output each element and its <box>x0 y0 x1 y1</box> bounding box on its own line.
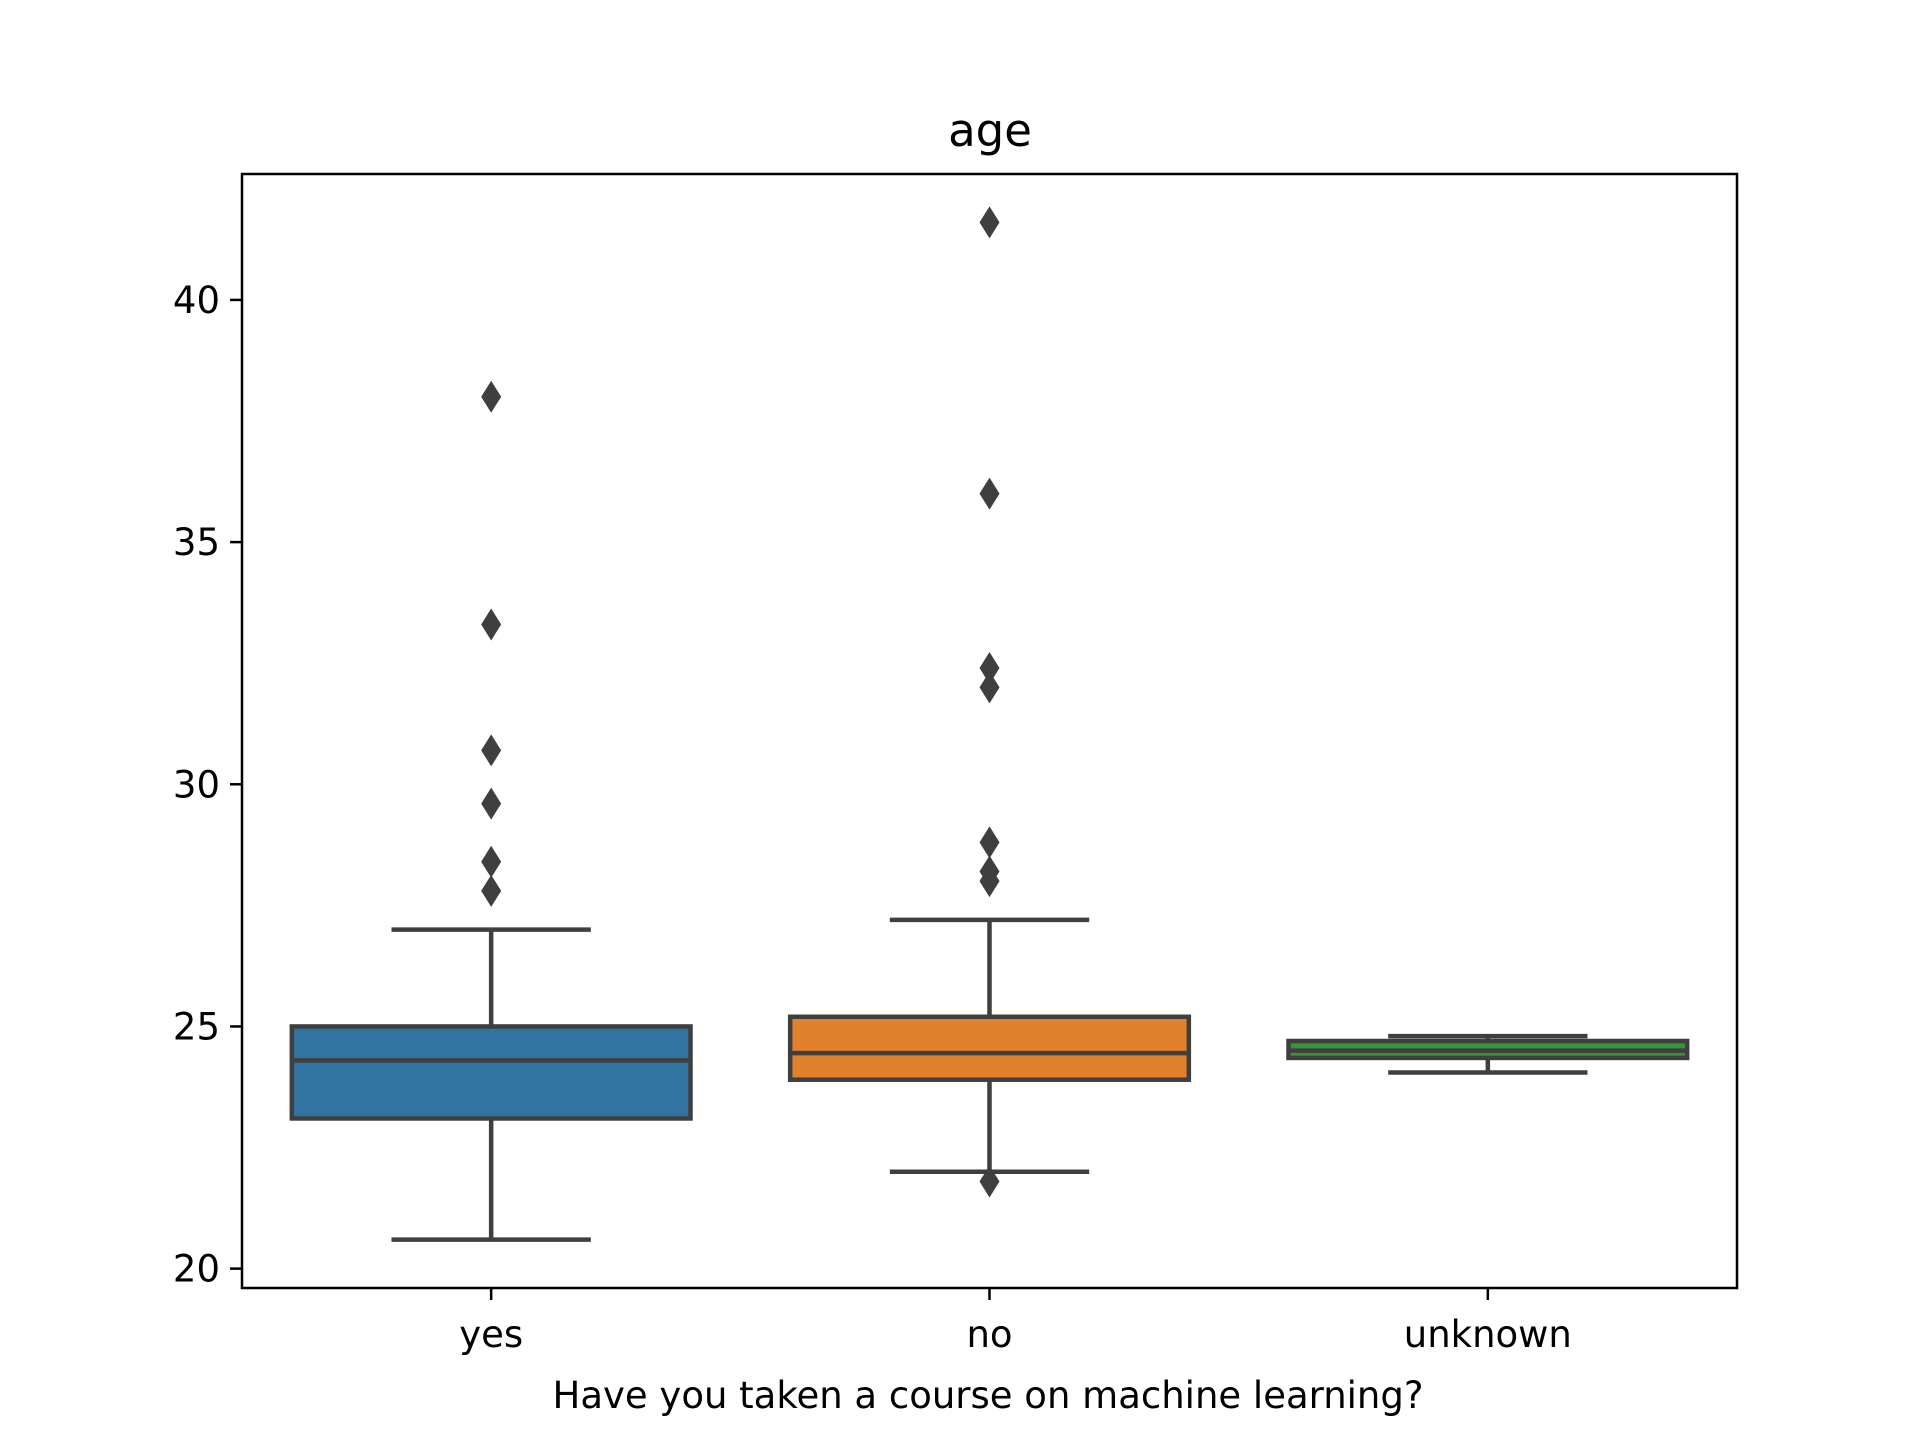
outlier-point <box>979 477 1000 510</box>
outlier-point <box>979 671 1000 704</box>
x-tick-label: no <box>966 1313 1012 1356</box>
outlier-point <box>481 845 502 878</box>
y-tick-label: 20 <box>173 1248 220 1291</box>
x-axis-label: Have you taken a course on machine learn… <box>553 1374 1424 1417</box>
y-tick-label: 40 <box>173 279 220 322</box>
y-tick-label: 25 <box>173 1005 220 1048</box>
y-tick-label: 30 <box>173 763 220 806</box>
box-no <box>787 1014 1192 1082</box>
y-tick-label: 35 <box>173 521 220 564</box>
x-tick-label: unknown <box>1404 1313 1572 1356</box>
chart-title: age <box>948 104 1032 157</box>
outlier-point <box>979 206 1000 239</box>
outlier-point <box>979 652 1000 685</box>
outlier-point <box>481 734 502 767</box>
outlier-point <box>979 855 1000 888</box>
outlier-point <box>481 380 502 413</box>
plot-area <box>289 206 1690 1242</box>
outlier-point <box>481 608 502 641</box>
box-group-unknown <box>1286 1033 1690 1075</box>
axes: 20 25 30 35 40 yes no unknown <box>173 279 1572 1356</box>
outlier-point <box>979 826 1000 859</box>
outlier-point <box>481 874 502 907</box>
x-tick-label: yes <box>459 1313 523 1356</box>
box-group-yes <box>289 380 693 1242</box>
outlier-point <box>481 787 502 820</box>
outlier-point <box>979 1165 1000 1198</box>
box-yes <box>289 1024 693 1121</box>
box-group-no <box>787 206 1192 1198</box>
